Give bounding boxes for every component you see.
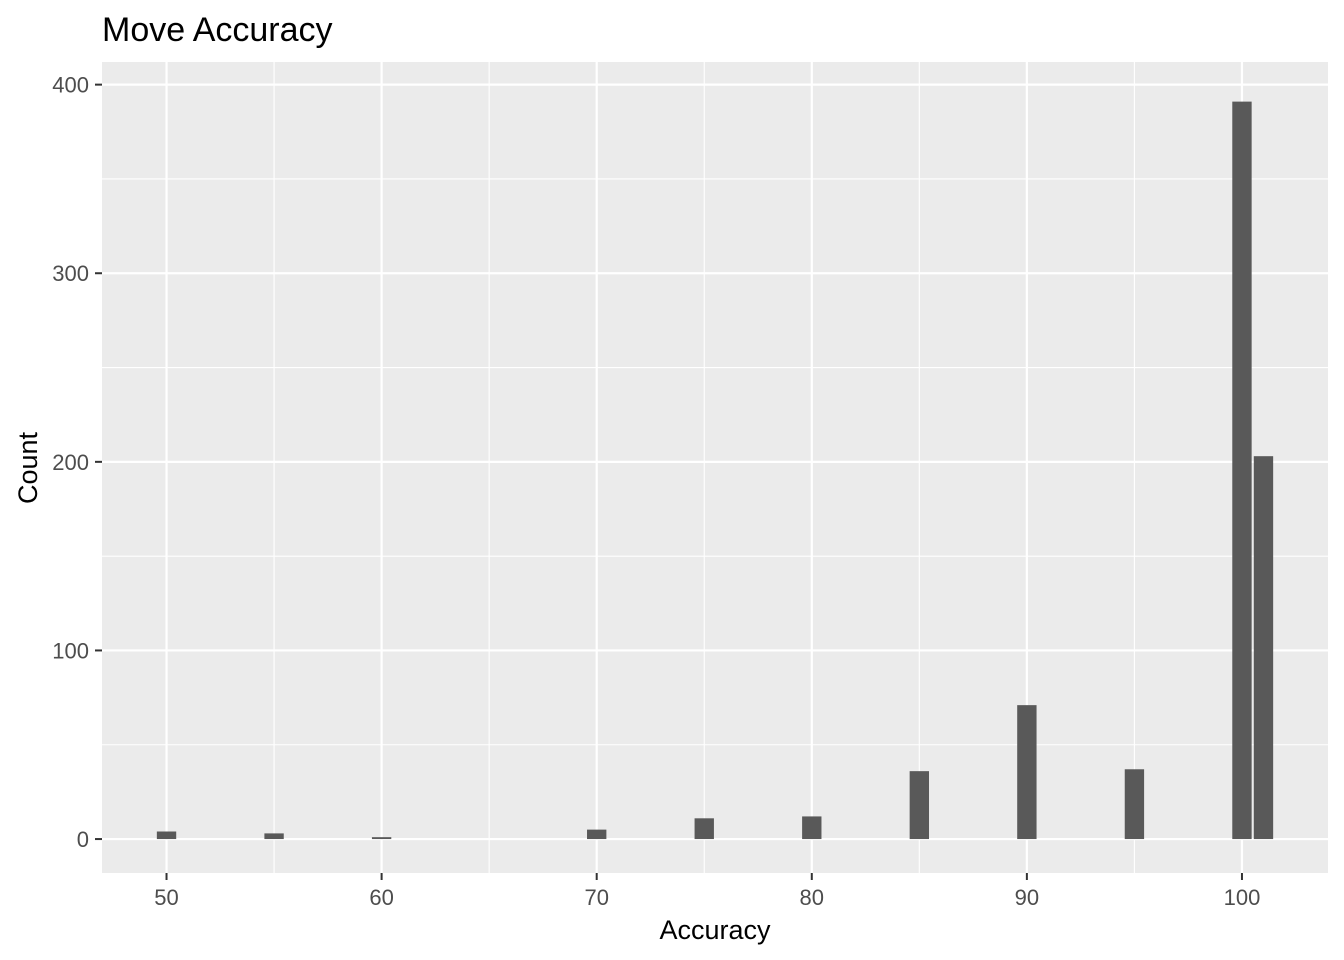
- histogram-bar: [1017, 705, 1037, 840]
- y-axis-title: Count: [13, 431, 43, 504]
- x-tick-label: 60: [369, 885, 393, 910]
- x-tick-label: 80: [800, 885, 824, 910]
- x-tick-label: 100: [1224, 885, 1261, 910]
- y-tick-label: 400: [52, 73, 89, 98]
- histogram-bar: [802, 816, 822, 840]
- chart-title: Move Accuracy: [102, 11, 333, 49]
- histogram-bar: [371, 837, 392, 840]
- x-axis: 50 60 70 80 90 100: [154, 873, 1260, 910]
- histogram-bar: [909, 771, 930, 840]
- x-axis-title: Accuracy: [659, 915, 771, 945]
- histogram-bar: [694, 818, 714, 840]
- x-tick-label: 50: [154, 885, 178, 910]
- y-tick-label: 200: [52, 450, 89, 475]
- histogram-bar: [156, 831, 177, 840]
- histogram-bar: [264, 833, 284, 840]
- plot-panel: [102, 62, 1328, 873]
- y-tick-label: 0: [77, 827, 89, 852]
- y-axis: 0 100 200 300 400: [52, 73, 102, 852]
- x-tick-label: 90: [1015, 885, 1039, 910]
- grid-minor: [102, 62, 1328, 873]
- y-tick-label: 300: [52, 261, 89, 286]
- bars: [156, 101, 1274, 840]
- x-tick-label: 70: [584, 885, 608, 910]
- histogram-bar: [1124, 769, 1145, 840]
- histogram-bar: [1232, 101, 1252, 840]
- histogram-bar: [1253, 456, 1274, 840]
- y-tick-label: 100: [52, 638, 89, 663]
- histogram-bar: [587, 829, 607, 840]
